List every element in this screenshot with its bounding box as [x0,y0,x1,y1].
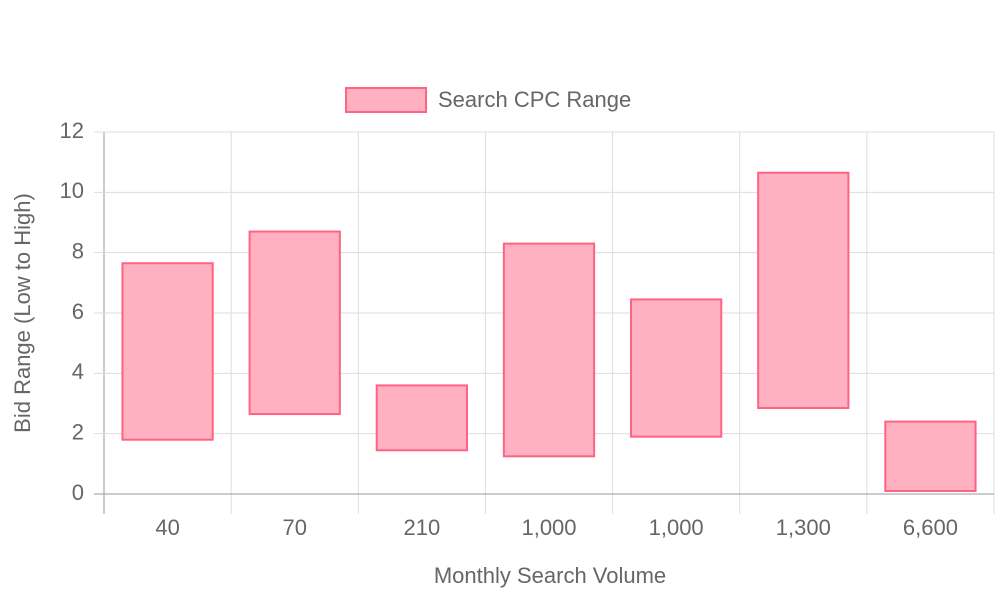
legend-label: Search CPC Range [438,87,631,112]
bar [375,384,468,452]
y-axis-title: Bid Range (Low to High) [10,193,35,433]
y-tick-label: 6 [72,299,84,324]
y-tick-label: 4 [72,359,84,384]
x-axis-title: Monthly Search Volume [434,563,666,588]
x-tick-label: 210 [403,515,440,540]
x-tick-label: 1,000 [521,515,576,540]
y-tick-label: 0 [72,480,84,505]
bar [630,298,723,438]
y-tick-label: 10 [60,178,84,203]
bar [884,420,977,492]
x-tick-label: 70 [282,515,306,540]
bar [757,171,850,410]
bar [121,262,214,441]
y-tick-label: 8 [72,238,84,263]
y-tick-label: 2 [72,419,84,444]
x-tick-label: 1,300 [776,515,831,540]
x-tick-label: 1,000 [649,515,704,540]
bar [248,230,341,416]
bar [502,242,596,458]
x-tick-label: 6,600 [903,515,958,540]
x-tick-label: 40 [155,515,179,540]
legend-swatch [345,87,427,113]
y-tick-label: 12 [60,118,84,143]
